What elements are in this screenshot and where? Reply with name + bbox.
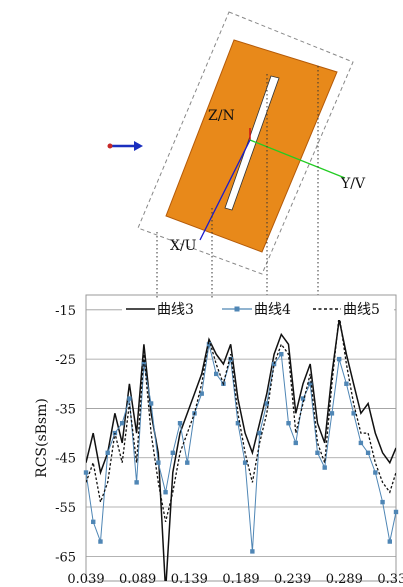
data-point — [380, 499, 385, 505]
data-point — [98, 539, 103, 544]
data-point — [148, 401, 154, 406]
data-point — [365, 450, 371, 455]
data-point — [119, 421, 125, 426]
data-point — [134, 480, 139, 485]
legend-bg — [122, 298, 394, 320]
data-point — [206, 342, 212, 347]
y-axis-title: RCS(sBsm) — [34, 398, 50, 478]
data-point — [199, 391, 204, 396]
data-point — [105, 450, 110, 455]
legend-label: 曲线3 — [157, 302, 194, 318]
data-point — [358, 440, 364, 446]
data-point — [91, 519, 96, 525]
series-layer — [83, 314, 399, 581]
data-point — [344, 381, 349, 386]
data-point — [279, 351, 284, 357]
data-point — [271, 361, 277, 367]
data-point — [286, 421, 291, 426]
data-point — [315, 450, 320, 455]
slot — [224, 75, 280, 211]
model-view: Z/N Y/V X/U — [107, 11, 366, 300]
data-point — [83, 470, 89, 475]
y-tick-label: -55 — [55, 501, 76, 516]
data-point — [393, 509, 399, 515]
bounding-box-outline — [137, 11, 354, 275]
data-point — [336, 356, 342, 362]
chart: -15-25-35-45-55-65 0.039 0.089 0.139 0.189 0… — [34, 294, 403, 587]
data-point — [163, 490, 168, 495]
plot-area — [85, 294, 397, 582]
arrow-icon — [107, 141, 143, 151]
z-axis-label: Z/N — [208, 108, 235, 124]
data-point — [170, 450, 175, 455]
data-point — [141, 361, 147, 367]
x-axis-line — [199, 139, 251, 241]
series-line-曲线3 — [86, 319, 396, 581]
data-point — [293, 440, 298, 446]
data-point — [322, 465, 327, 470]
y-axis-line — [249, 139, 346, 179]
x-tick-label: 0.239 — [274, 572, 311, 587]
x-tick-label: 0.339 — [377, 572, 403, 587]
data-point — [300, 396, 306, 401]
legend: 曲线3 曲线4 曲线5 — [122, 298, 394, 320]
y-tick-label: -25 — [55, 353, 76, 368]
y-tick-label: -45 — [55, 452, 76, 467]
y-tick-label: -15 — [55, 304, 76, 319]
y-axis-label: Y/V — [340, 176, 366, 192]
data-point — [373, 470, 378, 475]
x-tick-label: 0.289 — [326, 572, 363, 587]
data-point — [235, 421, 241, 426]
data-point — [214, 371, 219, 377]
data-point — [264, 401, 270, 406]
data-point — [308, 381, 313, 386]
y-tick-labels: -15 -25 -35 -45 -55 -65 — [55, 304, 76, 566]
x-tick-label: 0.139 — [171, 572, 208, 587]
data-point — [127, 396, 132, 401]
x-tick-labels: 0.039 0.089 0.139 0.189 0.239 0.289 0.339 — [67, 572, 403, 587]
x-axis-label: X/U — [170, 238, 197, 254]
data-point — [351, 411, 356, 416]
data-point — [329, 411, 335, 416]
data-point — [387, 539, 392, 544]
data-point — [242, 460, 248, 465]
data-point — [250, 549, 255, 554]
data-point — [177, 421, 183, 426]
x-tick-label: 0.189 — [222, 572, 259, 587]
data-point — [156, 460, 161, 465]
legend-label: 曲线4 — [254, 302, 291, 318]
series-line-曲线4 — [86, 344, 396, 552]
legend-label: 曲线5 — [343, 302, 380, 318]
x-tick-label: 0.039 — [67, 572, 104, 587]
x-tick-label: 0.089 — [119, 572, 156, 587]
series-line-曲线5 — [86, 314, 396, 522]
data-point — [185, 460, 190, 465]
data-point — [257, 430, 262, 436]
legend-marker — [234, 306, 240, 312]
y-tick-label: -35 — [55, 402, 76, 417]
y-tick-label: -65 — [55, 550, 76, 565]
